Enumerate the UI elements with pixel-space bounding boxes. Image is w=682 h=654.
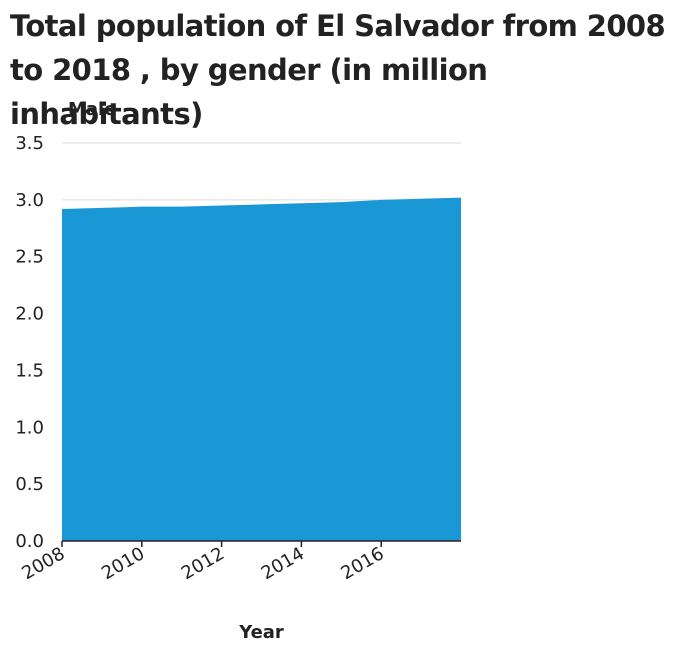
y-tick-label: 2.5 (15, 247, 44, 268)
x-tick-label: 2012 (178, 543, 228, 584)
y-tick-label: 1.0 (15, 417, 44, 438)
y-tick-label: 3.0 (15, 190, 44, 211)
y-tick-label: 1.5 (15, 360, 44, 381)
y-axis-label: Male (68, 99, 116, 120)
y-tick-label: 0.0 (15, 531, 44, 552)
x-tick-label: 2010 (98, 543, 148, 584)
series-area-male (62, 197, 461, 541)
x-axis-label: Year (238, 622, 284, 643)
x-axis-ticks: 2008 2010 2012 2014 2016 (18, 541, 388, 584)
x-tick-label: 2014 (258, 543, 308, 584)
y-axis-ticks: 0.0 0.5 1.0 1.5 2.0 2.5 3.0 3.5 (15, 133, 44, 552)
x-tick-label: 2016 (338, 543, 388, 584)
chart-title: Total population of El Salvador from 200… (10, 9, 666, 131)
y-tick-label: 0.5 (15, 474, 44, 495)
y-tick-label: 2.0 (15, 304, 44, 325)
y-tick-label: 3.5 (15, 133, 44, 154)
